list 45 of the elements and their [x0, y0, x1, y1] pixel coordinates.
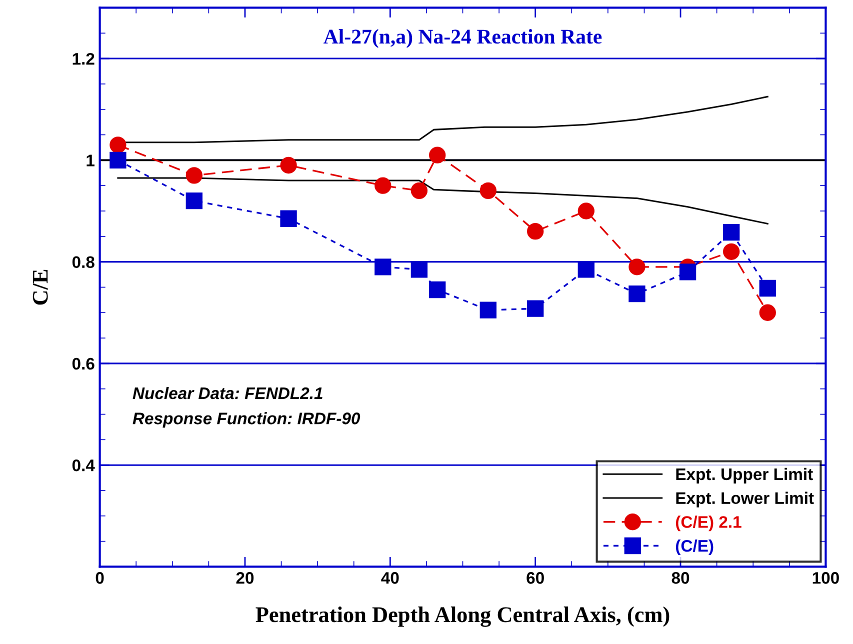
x-axis-title: Penetration Depth Along Central Axis, (cm) — [256, 606, 670, 627]
legend-label: (C/E) 2.1 — [676, 516, 742, 532]
legend-label: Expt. Upper Limit — [676, 468, 813, 484]
x-tick-label: 80 — [672, 572, 690, 584]
point — [480, 182, 496, 200]
x-tick-label: 20 — [236, 572, 254, 584]
x-tick-label: 100 — [812, 572, 839, 584]
point — [679, 264, 696, 280]
point — [759, 280, 776, 297]
point — [628, 285, 646, 302]
point — [110, 136, 126, 154]
point — [628, 258, 646, 276]
point — [723, 224, 740, 241]
x-tick-label: 0 — [96, 572, 104, 584]
point — [480, 302, 496, 318]
point — [410, 182, 428, 200]
y-tick-label: 0.6 — [72, 358, 94, 370]
point — [527, 222, 544, 240]
x-tick-label: 60 — [526, 572, 544, 584]
x-tick-label: 40 — [381, 572, 399, 584]
point — [110, 152, 126, 169]
point — [429, 146, 446, 164]
point — [280, 156, 297, 174]
point — [759, 304, 776, 321]
point — [429, 281, 446, 298]
point — [186, 167, 202, 184]
legend-label: (C/E) — [676, 540, 714, 556]
point — [374, 258, 392, 276]
point — [527, 300, 544, 317]
point — [280, 210, 297, 227]
text: Al-27(n,a) Na-24 Reaction Rate — [324, 29, 602, 48]
point — [578, 202, 594, 220]
y-tick-label: 1.2 — [72, 52, 94, 65]
point — [410, 261, 428, 278]
annotation: Nuclear Data: FENDL2.1 — [132, 386, 322, 400]
y-tick-label: 0.4 — [72, 459, 95, 472]
legend-label: Expt. Lower Limit — [676, 492, 814, 508]
point — [578, 261, 594, 278]
annotation: Response Function: IRDF-90 — [132, 412, 360, 428]
point — [186, 192, 202, 210]
y-axis-title: C/E — [32, 270, 48, 305]
point — [374, 177, 392, 194]
y-tick-label: 0.8 — [72, 256, 94, 268]
y-tick-label: 1 — [86, 154, 94, 166]
point — [723, 243, 740, 260]
